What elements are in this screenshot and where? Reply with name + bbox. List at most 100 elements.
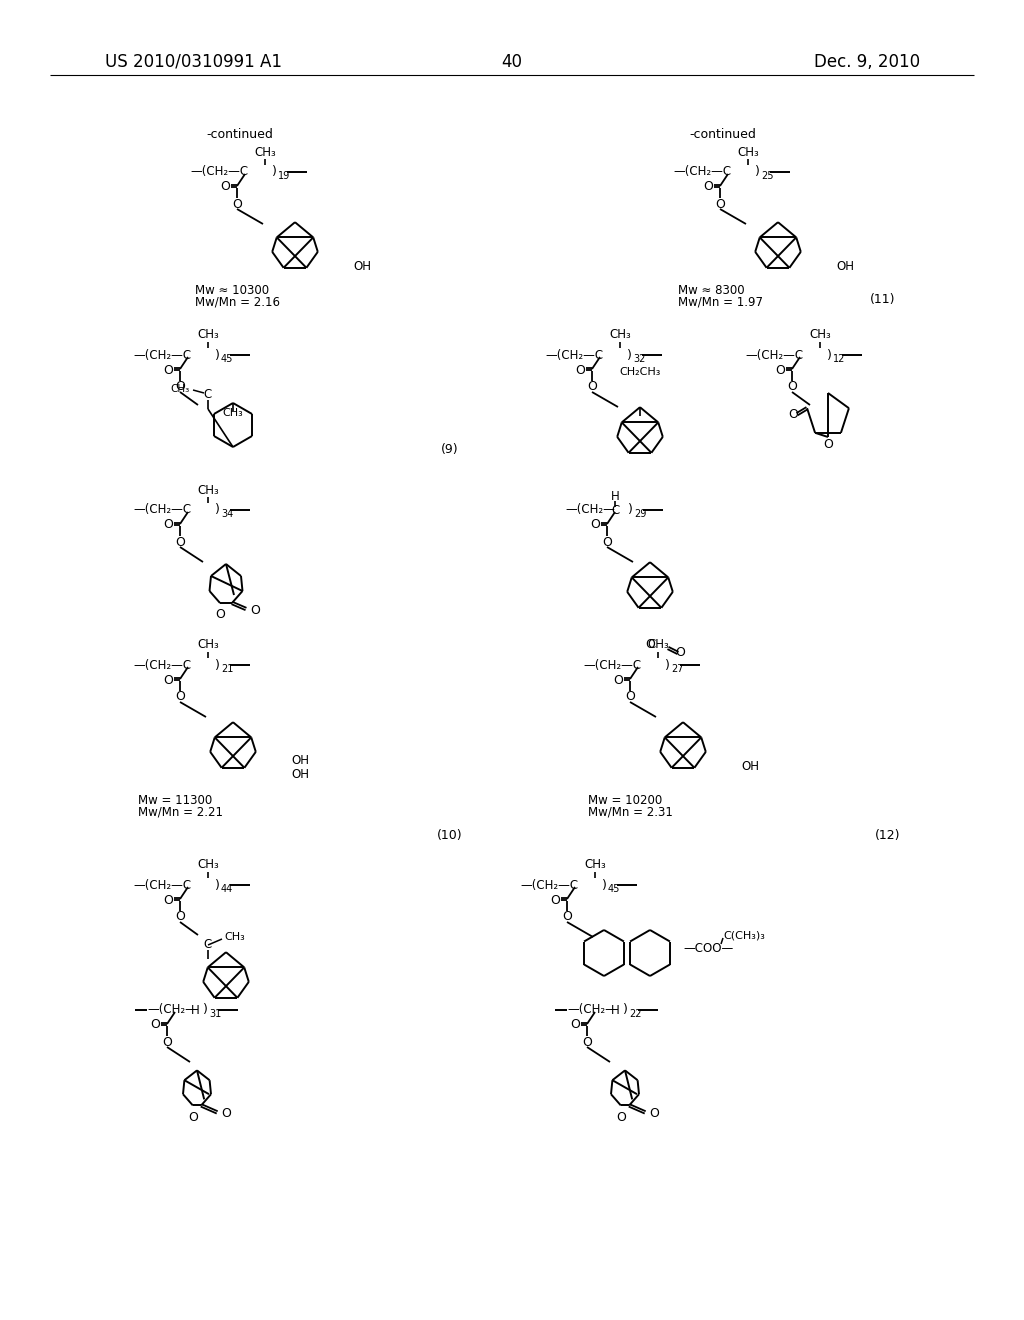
Text: O: O bbox=[221, 1107, 231, 1119]
Text: O: O bbox=[175, 380, 185, 393]
Text: O: O bbox=[570, 1019, 580, 1031]
Text: CH₃: CH₃ bbox=[222, 408, 244, 418]
Text: O: O bbox=[162, 1035, 172, 1048]
Text: 31: 31 bbox=[209, 1008, 221, 1019]
Text: -continued: -continued bbox=[689, 128, 757, 141]
Text: 25: 25 bbox=[761, 172, 773, 181]
Text: C: C bbox=[611, 503, 620, 516]
Text: O: O bbox=[788, 408, 798, 421]
Text: O: O bbox=[163, 363, 173, 376]
Text: CH₃: CH₃ bbox=[171, 384, 190, 393]
Text: O: O bbox=[787, 380, 797, 393]
Text: C(CH₃)₃: C(CH₃)₃ bbox=[723, 931, 765, 940]
Text: CH₃: CH₃ bbox=[224, 932, 245, 942]
Text: CH₂CH₃: CH₂CH₃ bbox=[620, 367, 660, 378]
Text: —(CH₂—: —(CH₂— bbox=[147, 1003, 197, 1016]
Text: —(CH₂—C: —(CH₂—C bbox=[133, 659, 191, 672]
Text: OH: OH bbox=[353, 260, 371, 273]
Text: O: O bbox=[175, 536, 185, 549]
Text: O: O bbox=[575, 363, 585, 376]
Text: CH₃: CH₃ bbox=[584, 858, 606, 871]
Text: O: O bbox=[163, 894, 173, 907]
Text: —COO—: —COO— bbox=[683, 941, 733, 954]
Text: (10): (10) bbox=[437, 829, 463, 842]
Text: O: O bbox=[232, 198, 242, 210]
Text: CH₃: CH₃ bbox=[647, 639, 669, 652]
Text: C: C bbox=[204, 939, 212, 952]
Text: O: O bbox=[187, 1111, 198, 1123]
Text: 45: 45 bbox=[221, 354, 233, 364]
Text: ): ) bbox=[272, 165, 276, 178]
Text: CH₃: CH₃ bbox=[198, 329, 219, 342]
Text: ): ) bbox=[665, 659, 670, 672]
Text: Mw/Mn = 1.97: Mw/Mn = 1.97 bbox=[678, 296, 763, 309]
Text: CH₃: CH₃ bbox=[198, 483, 219, 496]
Text: —(CH₂—C: —(CH₂—C bbox=[190, 165, 248, 178]
Text: —(CH₂—: —(CH₂— bbox=[567, 1003, 616, 1016]
Text: O: O bbox=[625, 690, 635, 704]
Text: Mw = 11300: Mw = 11300 bbox=[138, 793, 212, 807]
Text: O: O bbox=[250, 605, 260, 618]
Text: OH: OH bbox=[291, 754, 309, 767]
Text: O: O bbox=[615, 1111, 626, 1123]
Text: O: O bbox=[645, 639, 655, 652]
Text: ): ) bbox=[203, 1003, 208, 1016]
Text: (9): (9) bbox=[441, 444, 459, 457]
Text: 21: 21 bbox=[221, 664, 233, 675]
Text: OH: OH bbox=[291, 768, 309, 781]
Text: O: O bbox=[587, 380, 597, 393]
Text: ): ) bbox=[628, 503, 633, 516]
Text: ): ) bbox=[755, 165, 760, 178]
Text: 34: 34 bbox=[221, 510, 233, 519]
Text: OH: OH bbox=[741, 760, 759, 774]
Text: C: C bbox=[204, 388, 212, 401]
Text: O: O bbox=[649, 1107, 659, 1119]
Text: —(CH₂—: —(CH₂— bbox=[565, 503, 614, 516]
Text: O: O bbox=[151, 1019, 160, 1031]
Text: —(CH₂—C: —(CH₂—C bbox=[133, 879, 191, 891]
Text: —(CH₂—C: —(CH₂—C bbox=[520, 879, 579, 891]
Text: O: O bbox=[175, 911, 185, 924]
Text: O: O bbox=[602, 536, 612, 549]
Text: 40: 40 bbox=[502, 53, 522, 71]
Text: CH₃: CH₃ bbox=[198, 639, 219, 652]
Text: OH: OH bbox=[836, 260, 854, 273]
Text: O: O bbox=[582, 1035, 592, 1048]
Text: Mw/Mn = 2.31: Mw/Mn = 2.31 bbox=[588, 805, 673, 818]
Text: —(CH₂—C: —(CH₂—C bbox=[133, 348, 191, 362]
Text: (12): (12) bbox=[874, 829, 900, 842]
Text: 29: 29 bbox=[634, 510, 646, 519]
Text: ): ) bbox=[215, 659, 220, 672]
Text: ): ) bbox=[623, 1003, 628, 1016]
Text: O: O bbox=[163, 519, 173, 532]
Text: Mw ≈ 10300: Mw ≈ 10300 bbox=[195, 284, 269, 297]
Text: Mw/Mn = 2.21: Mw/Mn = 2.21 bbox=[138, 805, 223, 818]
Text: —(CH₂—C: —(CH₂—C bbox=[583, 659, 641, 672]
Text: CH₃: CH₃ bbox=[809, 329, 830, 342]
Text: H: H bbox=[610, 1003, 620, 1016]
Text: O: O bbox=[823, 438, 833, 451]
Text: -continued: -continued bbox=[207, 128, 273, 141]
Text: 22: 22 bbox=[629, 1008, 641, 1019]
Text: O: O bbox=[562, 911, 572, 924]
Text: —(CH₂—C: —(CH₂—C bbox=[673, 165, 731, 178]
Text: ): ) bbox=[627, 348, 632, 362]
Text: H: H bbox=[190, 1003, 200, 1016]
Text: ): ) bbox=[215, 879, 220, 891]
Text: —(CH₂—C: —(CH₂—C bbox=[745, 348, 803, 362]
Text: O: O bbox=[703, 181, 713, 194]
Text: (11): (11) bbox=[870, 293, 896, 306]
Text: Dec. 9, 2010: Dec. 9, 2010 bbox=[814, 53, 920, 71]
Text: 44: 44 bbox=[221, 884, 233, 894]
Text: O: O bbox=[220, 181, 230, 194]
Text: H: H bbox=[610, 491, 620, 503]
Text: O: O bbox=[775, 363, 785, 376]
Text: O: O bbox=[550, 894, 560, 907]
Text: O: O bbox=[675, 647, 685, 660]
Text: CH₃: CH₃ bbox=[254, 145, 275, 158]
Text: Mw = 10200: Mw = 10200 bbox=[588, 793, 663, 807]
Text: CH₃: CH₃ bbox=[737, 145, 759, 158]
Text: ): ) bbox=[827, 348, 831, 362]
Text: O: O bbox=[163, 673, 173, 686]
Text: O: O bbox=[215, 609, 225, 622]
